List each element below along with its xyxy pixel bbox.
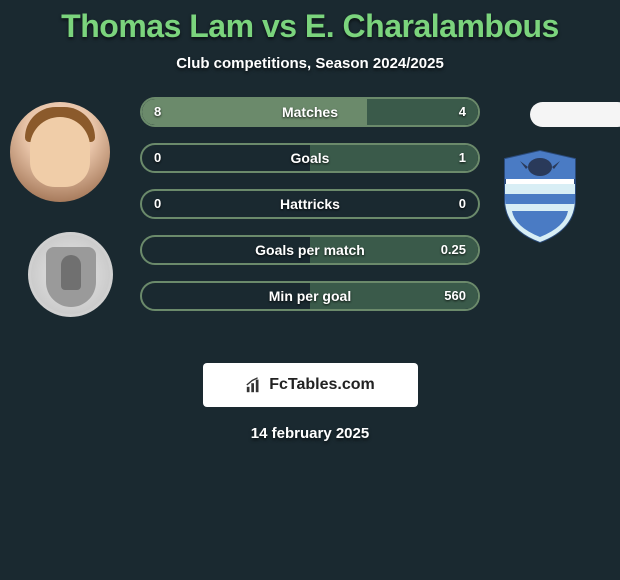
stat-label: Goals per match <box>142 237 478 263</box>
stat-value-right: 1 <box>459 145 466 171</box>
page-subtitle: Club competitions, Season 2024/2025 <box>0 55 620 72</box>
team-badge-left <box>28 232 113 317</box>
player-left-avatar <box>10 102 110 202</box>
brand-badge[interactable]: FcTables.com <box>203 363 418 407</box>
stat-bar: Goals0 1 <box>140 143 480 173</box>
stats-list: Matches84Goals01Hattricks00Goals per mat… <box>140 97 480 327</box>
page-title: Thomas Lam vs E. Charalambous <box>0 0 620 45</box>
shield-icon <box>500 149 580 244</box>
stat-value-left: 0 <box>154 145 161 171</box>
stat-value-left: 0 <box>154 191 161 217</box>
stat-bar: Goals per match0.25 <box>140 235 480 265</box>
footer-date: 14 february 2025 <box>0 425 620 442</box>
stat-value-right: 0 <box>459 191 466 217</box>
chart-icon <box>245 376 263 394</box>
stat-label: Matches <box>142 99 478 125</box>
stat-value-right: 560 <box>444 283 466 309</box>
stat-bar: Hattricks0 0 <box>140 189 480 219</box>
stat-value-right: 4 <box>459 99 466 125</box>
brand-text: FcTables.com <box>269 376 375 394</box>
stat-label: Min per goal <box>142 283 478 309</box>
player-right-avatar <box>530 102 620 127</box>
stat-bar: Matches8 4 <box>140 97 480 127</box>
comparison-area: Matches84Goals01Hattricks00Goals per mat… <box>0 97 620 347</box>
stat-bar: Min per goal560 <box>140 281 480 311</box>
stat-value-right: 0.25 <box>441 237 466 263</box>
team-badge-right <box>500 147 600 247</box>
stat-value-left: 8 <box>154 99 161 125</box>
stat-label: Goals <box>142 145 478 171</box>
stat-label: Hattricks <box>142 191 478 217</box>
